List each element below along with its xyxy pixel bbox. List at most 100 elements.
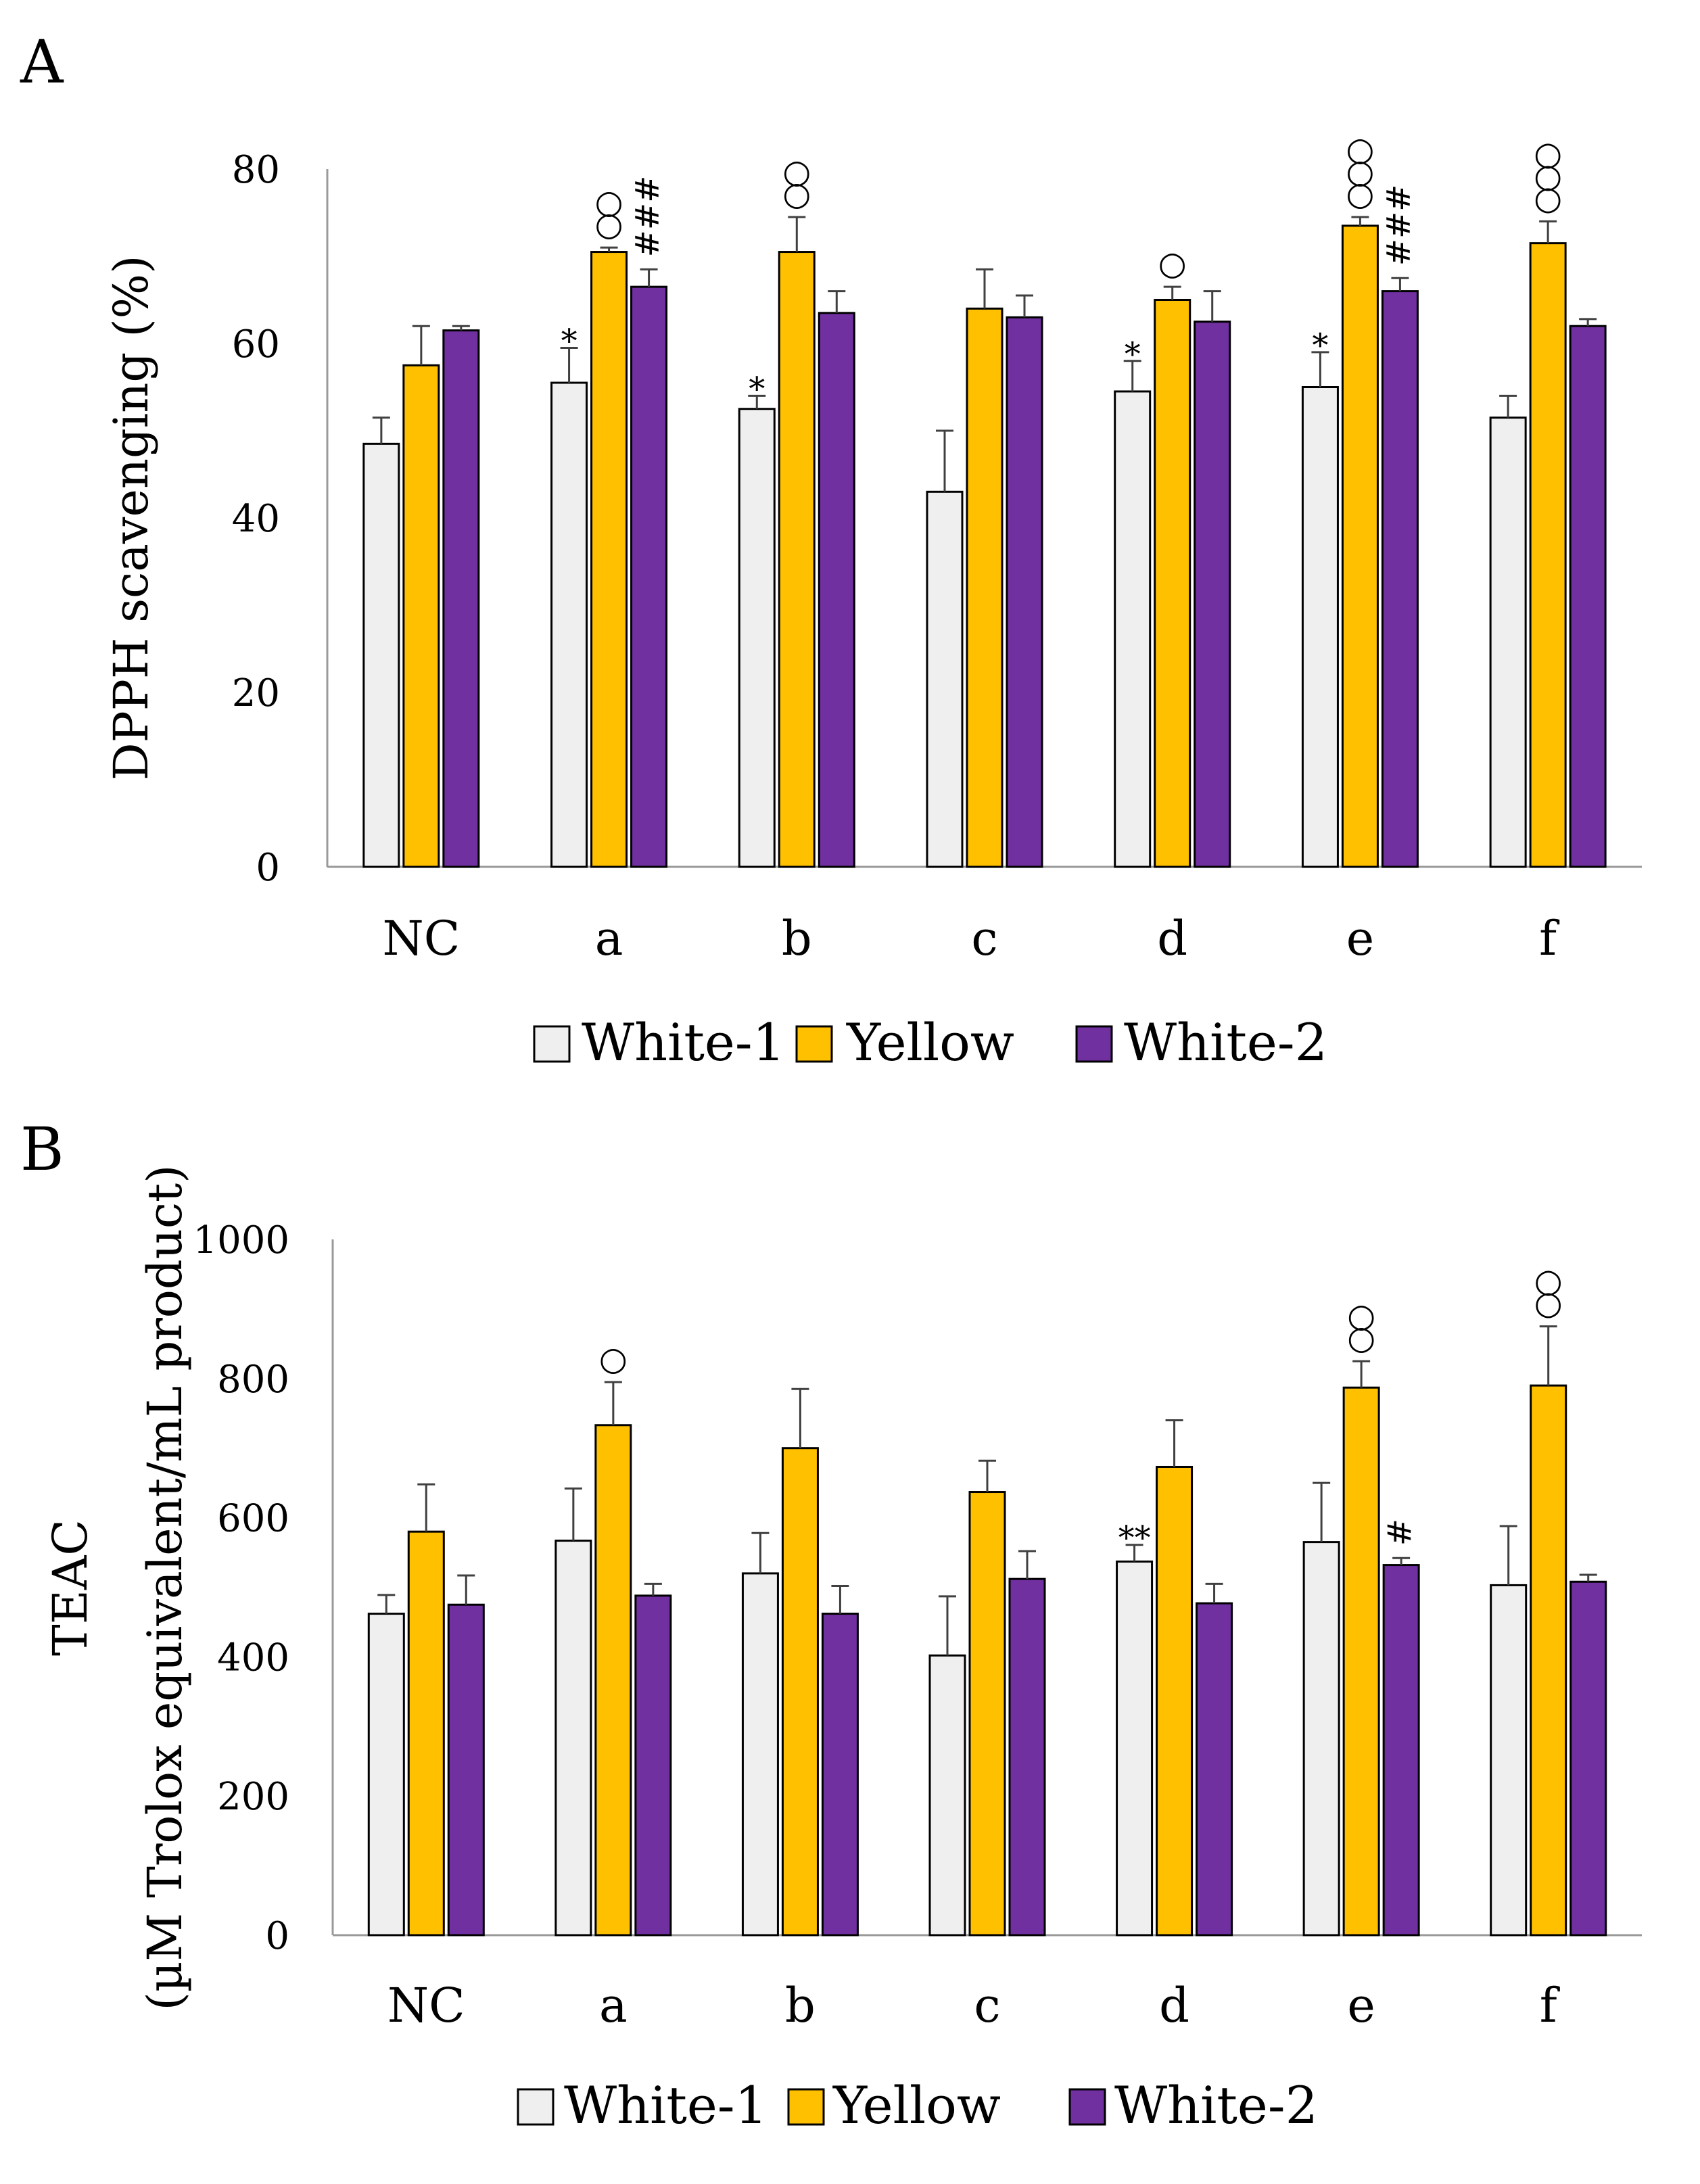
significance-marker-glyph: ○ bbox=[595, 183, 623, 221]
significance-marker-glyph: ○ bbox=[1534, 1285, 1563, 1323]
y-tick-label: 20 bbox=[232, 671, 280, 715]
bar-yellow bbox=[594, 1424, 632, 1937]
bar-white-1 bbox=[1489, 417, 1527, 868]
y-tick-label: 40 bbox=[232, 497, 280, 541]
y-axis-label-line: DPPH scavenging (%) bbox=[103, 255, 159, 780]
bar-white-2 bbox=[1569, 1580, 1607, 1937]
x-category-label: f bbox=[1539, 911, 1560, 966]
bar-white-1 bbox=[550, 381, 588, 868]
x-category-label: NC bbox=[382, 911, 460, 966]
x-category-label: a bbox=[595, 911, 623, 966]
x-category-label: a bbox=[599, 1978, 628, 2033]
significance-marker: ○ bbox=[1158, 245, 1187, 283]
significance-marker: * bbox=[749, 370, 765, 408]
bar-white-1 bbox=[554, 1540, 592, 1937]
x-category-label: d bbox=[1159, 1978, 1189, 2033]
bar-yellow bbox=[1530, 1384, 1567, 1937]
significance-marker-glyph: ○ bbox=[1346, 153, 1374, 191]
significance-marker: ○ ○ bbox=[782, 153, 811, 213]
legend-swatch-white-1 bbox=[533, 1025, 571, 1063]
x-category-label: NC bbox=[387, 1978, 465, 2033]
significance-marker: ○ ○ bbox=[1347, 1297, 1375, 1357]
significance-marker: ○ bbox=[599, 1340, 628, 1378]
legend-swatch-yellow bbox=[795, 1025, 833, 1063]
significance-marker: # bbox=[1381, 1519, 1419, 1546]
panel-b-teac-chart: B 0 200 400 600 800 1000 TEAC (µM Trolox equival… bbox=[20, 1114, 1642, 2135]
bar-white-2 bbox=[630, 285, 668, 868]
bar-white-1 bbox=[1490, 1584, 1528, 1937]
panel-label: B bbox=[20, 1114, 64, 1184]
bar-white-2 bbox=[447, 1603, 485, 1937]
bar-white-2 bbox=[818, 312, 855, 868]
bar-white-2 bbox=[634, 1594, 672, 1937]
x-category-label: e bbox=[1346, 911, 1374, 966]
bar-yellow bbox=[968, 1491, 1006, 1937]
bar-white-1 bbox=[362, 442, 400, 868]
bar-yellow bbox=[966, 307, 1004, 868]
bar-white-2 bbox=[1381, 290, 1419, 868]
x-category-label: d bbox=[1157, 911, 1187, 966]
bar-white-1 bbox=[1114, 390, 1152, 868]
bar-yellow bbox=[778, 251, 816, 868]
y-tick-label: 60 bbox=[232, 323, 280, 366]
bar-white-2 bbox=[821, 1613, 859, 1937]
significance-marker: ** bbox=[1118, 1519, 1151, 1557]
bar-white-1 bbox=[741, 1572, 779, 1937]
bar-yellow bbox=[402, 364, 440, 868]
significance-marker-glyph: ○ bbox=[1534, 1262, 1563, 1300]
significance-marker: ### bbox=[629, 176, 667, 258]
significance-marker: ○ ○ ○ bbox=[1346, 130, 1374, 213]
bar-white-2 bbox=[1569, 325, 1607, 868]
legend-swatch-white-1 bbox=[517, 2088, 554, 2126]
bar-yellow bbox=[1341, 224, 1379, 868]
y-tick-label: 1000 bbox=[193, 1218, 289, 1262]
y-tick-label: 800 bbox=[217, 1358, 289, 1402]
bar-yellow bbox=[781, 1447, 819, 1937]
significance-marker-glyph: ○ bbox=[595, 206, 623, 243]
x-category-label: c bbox=[971, 911, 997, 966]
significance-marker: * bbox=[561, 322, 577, 360]
significance-marker-glyph: ○ bbox=[1158, 245, 1187, 283]
significance-marker-glyph: ○ bbox=[1534, 157, 1562, 195]
y-tick-label: 0 bbox=[265, 1914, 289, 1958]
bar-white-1 bbox=[928, 1654, 966, 1937]
x-category-label: c bbox=[974, 1978, 1000, 2033]
legend-label: White-2 bbox=[1114, 2075, 1318, 2135]
y-tick-label: 200 bbox=[217, 1775, 289, 1819]
y-axis-label-line: (µM Trolox equivalent/mL product) bbox=[137, 1165, 193, 2011]
significance-marker: ○ ○ bbox=[1534, 1262, 1563, 1323]
bar-white-1 bbox=[1301, 386, 1339, 868]
y-axis-label: TEAC (µM Trolox equivalent/mL product) bbox=[43, 1165, 193, 2011]
y-tick-label: 400 bbox=[217, 1636, 289, 1680]
significance-marker-glyph: ○ bbox=[1347, 1319, 1375, 1357]
bar-white-2 bbox=[1382, 1564, 1420, 1937]
legend-swatch-yellow bbox=[787, 2088, 825, 2126]
significance-marker-glyph: ○ bbox=[782, 175, 811, 213]
bar-yellow bbox=[1154, 299, 1191, 868]
legend-label: White-2 bbox=[1124, 1012, 1327, 1072]
significance-marker: ○ ○ bbox=[595, 183, 623, 243]
x-category-label: b bbox=[785, 1978, 816, 2033]
significance-marker-glyph: ○ bbox=[1534, 135, 1562, 172]
significance-marker: ○ ○ ○ bbox=[1534, 135, 1562, 217]
bar-white-1 bbox=[1302, 1541, 1340, 1937]
legend-label: White-1 bbox=[564, 2075, 768, 2135]
bar-white-2 bbox=[1006, 316, 1043, 868]
legend-swatch-white-2 bbox=[1075, 1025, 1113, 1063]
y-axis-label-line: TEAC bbox=[43, 1519, 98, 1656]
bar-white-1 bbox=[1116, 1560, 1154, 1937]
panel-a-dpph-chart: A 0 20 40 60 80 DPPH scavenging (%) NC a b c d e f * * *… bbox=[20, 27, 1642, 1072]
significance-marker-glyph: ○ bbox=[782, 153, 811, 191]
legend-label: Yellow bbox=[832, 2075, 1001, 2135]
bar-yellow bbox=[590, 251, 628, 868]
bar-white-2 bbox=[1008, 1577, 1046, 1937]
x-category-label: e bbox=[1347, 1978, 1375, 2033]
significance-marker: ### bbox=[1379, 185, 1417, 266]
bar-yellow bbox=[1156, 1465, 1194, 1937]
bar-yellow bbox=[1342, 1386, 1380, 1937]
legend-label: White-1 bbox=[582, 1012, 785, 1072]
significance-marker: * bbox=[1312, 327, 1328, 364]
legend-label: Yellow bbox=[846, 1012, 1014, 1072]
y-tick-label: 600 bbox=[217, 1497, 289, 1541]
significance-marker-glyph: ○ bbox=[1346, 175, 1374, 213]
